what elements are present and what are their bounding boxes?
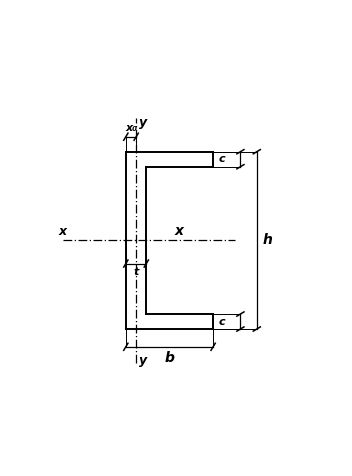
Text: h: h [262, 233, 272, 248]
Text: c: c [219, 154, 225, 164]
Text: x: x [175, 224, 184, 238]
Text: x: x [59, 225, 67, 238]
Text: b: b [164, 351, 175, 365]
Text: c: c [219, 317, 225, 327]
Text: x₀: x₀ [125, 123, 137, 133]
Text: t: t [133, 267, 139, 277]
Text: y: y [139, 354, 147, 367]
Text: y: y [139, 116, 147, 129]
